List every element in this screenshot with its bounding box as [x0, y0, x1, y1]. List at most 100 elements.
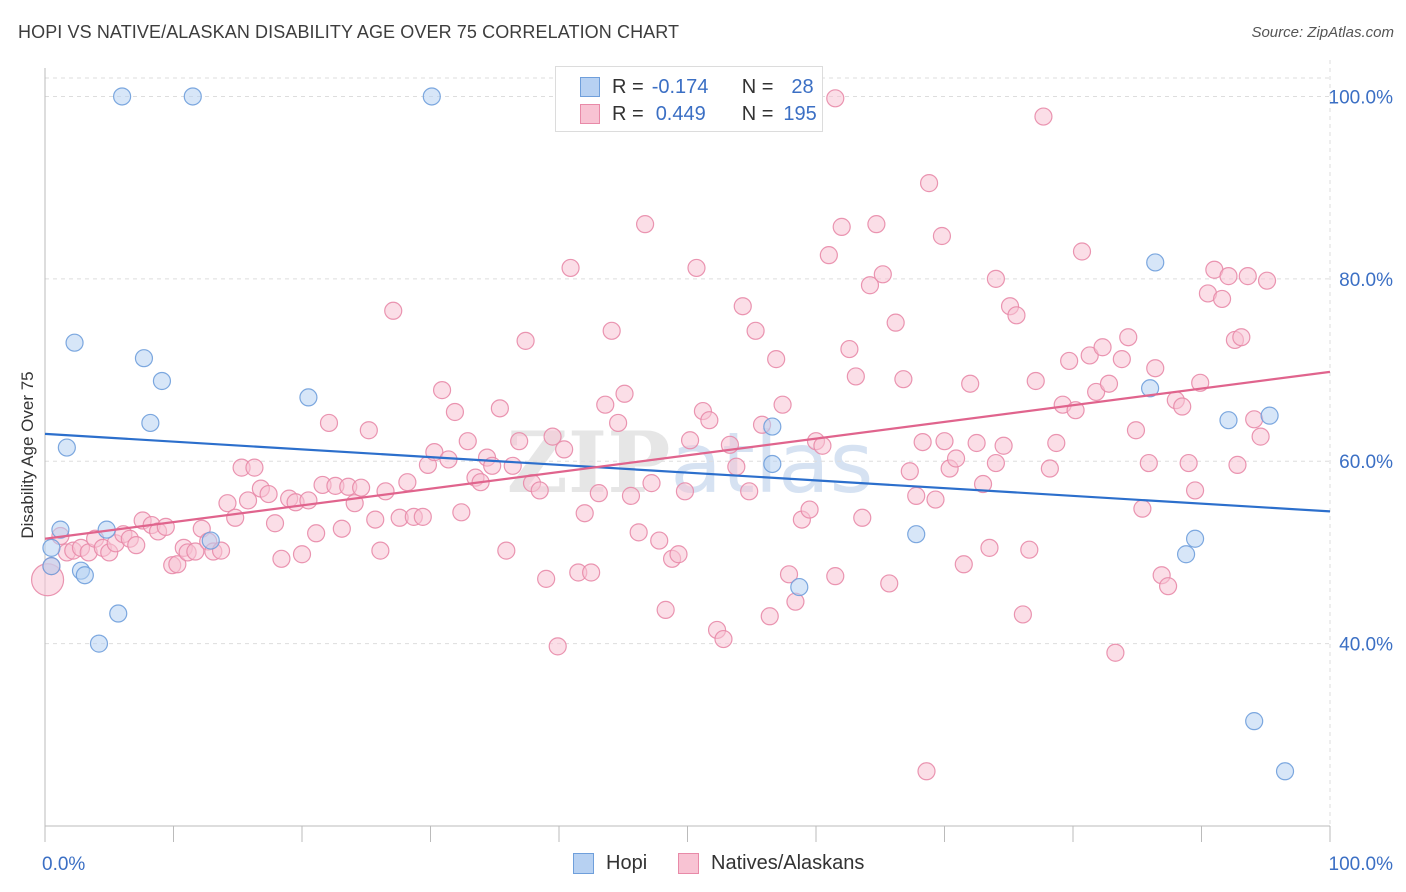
- natives-point-164: [1126, 421, 1146, 440]
- hopi-n-value: 28: [791, 75, 814, 98]
- data-points: [30, 87, 1295, 781]
- natives-point-91: [642, 474, 661, 493]
- natives-point-169: [1158, 577, 1178, 596]
- legend-item-hopi[interactable]: Hopi: [573, 852, 647, 875]
- natives-point-77: [548, 637, 567, 656]
- natives-point-98: [687, 258, 706, 278]
- natives-point-17: [156, 517, 175, 536]
- natives-point-115: [800, 500, 819, 519]
- natives-point-143: [986, 269, 1006, 288]
- natives-point-111: [773, 395, 792, 414]
- natives-point-166: [1139, 453, 1158, 473]
- natives-point-128: [886, 313, 905, 332]
- natives-point-50: [371, 541, 390, 560]
- hopi-r-label: R =: [612, 75, 644, 98]
- hopi-point-9: [109, 604, 128, 623]
- y-tick-label-1: 60.0%: [1339, 452, 1393, 473]
- hopi-point-0: [42, 557, 61, 576]
- natives-point-182: [1245, 410, 1264, 429]
- natives-point-119: [826, 567, 845, 586]
- hopi-point-14: [183, 87, 202, 106]
- natives-point-31: [245, 458, 264, 477]
- natives-point-54: [398, 473, 417, 492]
- hopi-point-27: [1245, 712, 1264, 731]
- trend-lines: [44, 370, 1331, 540]
- legend-row-hopi: R = -0.174 N = 28: [580, 74, 814, 100]
- natives-point-173: [1185, 481, 1205, 500]
- natives-n-value: 195: [783, 102, 817, 125]
- hopi-point-1: [42, 538, 61, 557]
- hopi-point-24: [1176, 545, 1196, 564]
- natives-point-146: [1007, 306, 1026, 325]
- natives-point-74: [530, 481, 549, 500]
- natives-point-38: [292, 545, 312, 564]
- natives-point-186: [917, 762, 936, 781]
- hopi-point-28: [1260, 406, 1279, 425]
- natives-point-123: [853, 508, 872, 527]
- hopi-point-15: [201, 531, 220, 550]
- natives-point-70: [503, 456, 522, 475]
- natives-point-93: [656, 600, 675, 619]
- hopi-swatch: [580, 77, 600, 97]
- natives-point-85: [602, 321, 621, 340]
- y-tick-label-3: 100.0%: [1329, 87, 1394, 108]
- natives-point-47: [352, 478, 371, 497]
- hopi-legend-label: Hopi: [606, 852, 648, 874]
- natives-point-72: [516, 331, 535, 350]
- natives-point-156: [1072, 242, 1092, 261]
- natives-point-162: [1112, 350, 1131, 369]
- natives-point-161: [1106, 643, 1125, 662]
- natives-point-180: [1232, 328, 1251, 347]
- natives-point-158: [1087, 382, 1106, 402]
- legend-row-natives: R = 0.449 N = 195: [580, 101, 817, 127]
- natives-point-75: [537, 569, 556, 588]
- natives-point-142: [980, 538, 999, 557]
- natives-point-117: [813, 436, 832, 455]
- natives-point-152: [1047, 433, 1066, 453]
- natives-trend-line: [44, 370, 1331, 540]
- hopi-point-11: [134, 349, 154, 368]
- natives-legend-swatch: [678, 853, 699, 874]
- natives-point-81: [575, 504, 594, 523]
- hopi-point-13: [152, 371, 172, 391]
- natives-point-125: [867, 215, 886, 234]
- natives-point-184: [1257, 271, 1277, 290]
- natives-point-185: [826, 89, 845, 108]
- hopi-point-10: [112, 87, 132, 106]
- natives-point-171: [1173, 397, 1192, 416]
- natives-point-131: [907, 486, 926, 505]
- natives-point-139: [961, 374, 980, 393]
- hopi-point-20: [790, 577, 809, 597]
- natives-point-172: [1179, 453, 1198, 473]
- natives-point-87: [615, 384, 634, 403]
- natives-point-159: [1093, 338, 1112, 357]
- natives-point-49: [366, 510, 385, 529]
- natives-point-151: [1040, 459, 1059, 478]
- x-tick-label-1: 100.0%: [1329, 854, 1394, 875]
- legend-item-natives[interactable]: Natives/Alaskans: [678, 852, 864, 875]
- correlation-legend: R = -0.174 N = 28 R = 0.449 N = 195: [555, 66, 823, 132]
- natives-point-181: [1238, 267, 1257, 286]
- natives-point-95: [669, 545, 688, 564]
- natives-point-124: [860, 276, 880, 295]
- natives-point-84: [596, 395, 615, 414]
- natives-point-178: [1219, 267, 1238, 286]
- natives-point-183: [1251, 427, 1270, 446]
- hopi-point-7: [89, 634, 109, 653]
- natives-swatch: [580, 104, 600, 124]
- natives-point-174: [1191, 373, 1210, 392]
- natives-point-30: [238, 491, 258, 510]
- natives-point-96: [675, 482, 695, 501]
- natives-point-40: [307, 524, 326, 543]
- natives-point-51: [376, 482, 395, 501]
- natives-point-130: [900, 462, 919, 481]
- natives-point-110: [767, 350, 786, 369]
- natives-point-27: [218, 494, 237, 513]
- natives-point-82: [582, 563, 601, 582]
- natives-point-122: [846, 367, 865, 386]
- natives-point-141: [973, 474, 993, 494]
- natives-point-100: [700, 411, 719, 430]
- hopi-legend-swatch: [573, 853, 594, 874]
- series-legend: Hopi Natives/Alaskans: [0, 850, 1406, 880]
- hopi-point-19: [763, 417, 782, 436]
